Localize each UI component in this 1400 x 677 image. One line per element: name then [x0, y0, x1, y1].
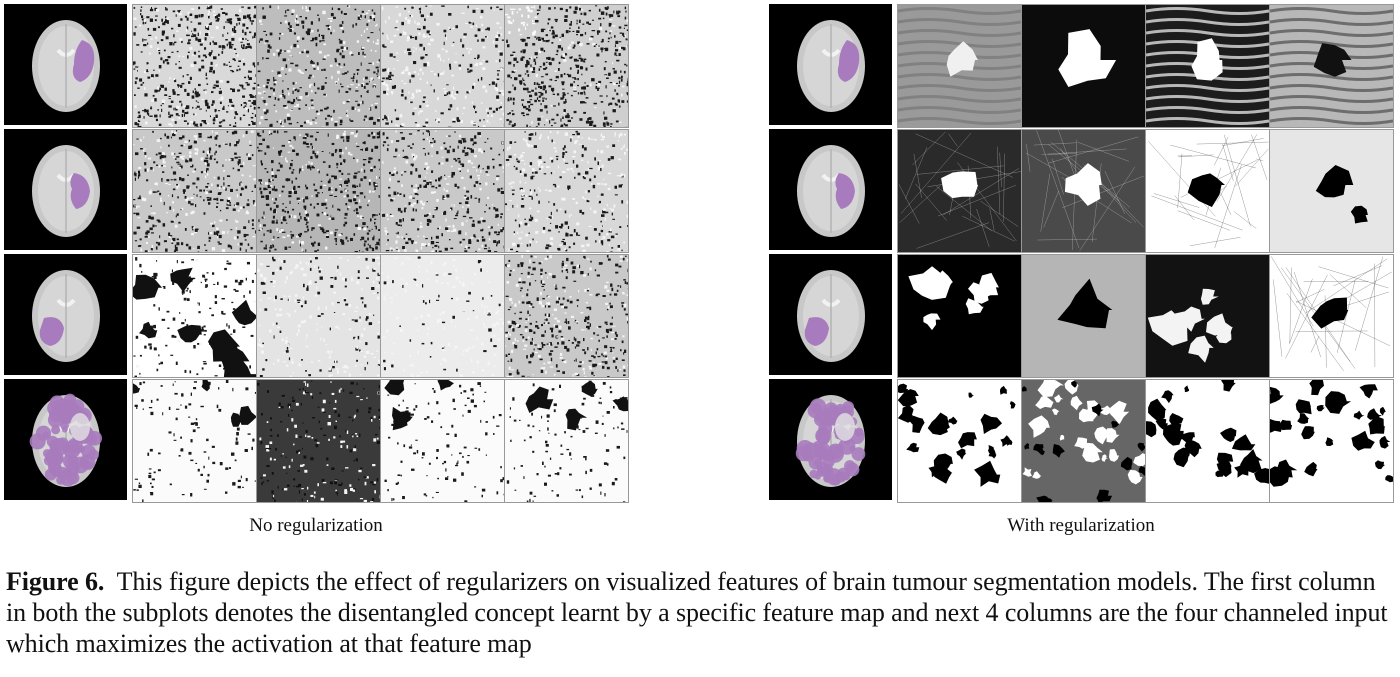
feature-map-grid: [897, 379, 1394, 503]
figure-row: [4, 4, 629, 129]
feature-map-image: [381, 130, 505, 252]
feature-map-grid: [897, 129, 1394, 253]
figure-row: [4, 254, 629, 379]
figure-row: [769, 4, 1394, 129]
subplot-caption-right: With regularization: [1007, 515, 1155, 536]
feature-map-image: [1270, 380, 1393, 502]
concept-image: [769, 254, 892, 375]
feature-map-grid: [897, 254, 1394, 378]
feature-map-image: [898, 255, 1022, 377]
feature-map-image: [1270, 130, 1393, 252]
feature-map-image: [1270, 255, 1393, 377]
concept-image: [4, 379, 127, 500]
feature-map-image: [1146, 5, 1270, 127]
feature-map-image: [1146, 380, 1270, 502]
feature-map-image: [133, 130, 257, 252]
figure-caption-text: This figure depicts the effect of regula…: [6, 567, 1388, 658]
feature-map-image: [505, 130, 628, 252]
figure-row: [4, 379, 629, 504]
feature-map-image: [1146, 255, 1270, 377]
figure-row: [769, 254, 1394, 379]
feature-map-image: [257, 380, 381, 502]
concept-image: [769, 129, 892, 250]
concept-image: [4, 254, 127, 375]
concept-image: [769, 379, 892, 500]
feature-map-image: [898, 5, 1022, 127]
feature-map-image: [133, 255, 257, 377]
figure-row: [769, 129, 1394, 254]
feature-map-image: [133, 380, 257, 502]
feature-map-grid: [132, 4, 629, 128]
feature-map-image: [257, 255, 381, 377]
figure-caption: Figure 6. This figure depicts the effect…: [6, 566, 1398, 659]
feature-map-image: [1270, 5, 1393, 127]
subplot-no-regularization: [4, 4, 629, 504]
feature-map-image: [381, 255, 505, 377]
feature-map-image: [133, 5, 257, 127]
feature-map-image: [1022, 255, 1146, 377]
feature-map-grid: [132, 379, 629, 503]
feature-map-image: [381, 380, 505, 502]
feature-map-grid: [132, 129, 629, 253]
subplot-caption-left: No regularization: [249, 515, 383, 536]
feature-map-image: [1022, 380, 1146, 502]
feature-map-image: [898, 380, 1022, 502]
feature-map-image: [898, 130, 1022, 252]
feature-map-image: [505, 255, 628, 377]
feature-map-image: [505, 380, 628, 502]
feature-map-image: [505, 5, 628, 127]
feature-map-image: [1146, 130, 1270, 252]
feature-map-image: [257, 5, 381, 127]
concept-image: [4, 4, 127, 125]
figure-row: [4, 129, 629, 254]
figure-label: Figure 6.: [6, 567, 105, 596]
feature-map-image: [381, 5, 505, 127]
feature-map-image: [257, 130, 381, 252]
concept-image: [769, 4, 892, 125]
feature-map-image: [1022, 130, 1146, 252]
concept-image: [4, 129, 127, 250]
feature-map-image: [1022, 5, 1146, 127]
feature-map-grid: [132, 254, 629, 378]
feature-map-grid: [897, 4, 1394, 128]
figure-row: [769, 379, 1394, 504]
subplot-with-regularization: [769, 4, 1394, 504]
